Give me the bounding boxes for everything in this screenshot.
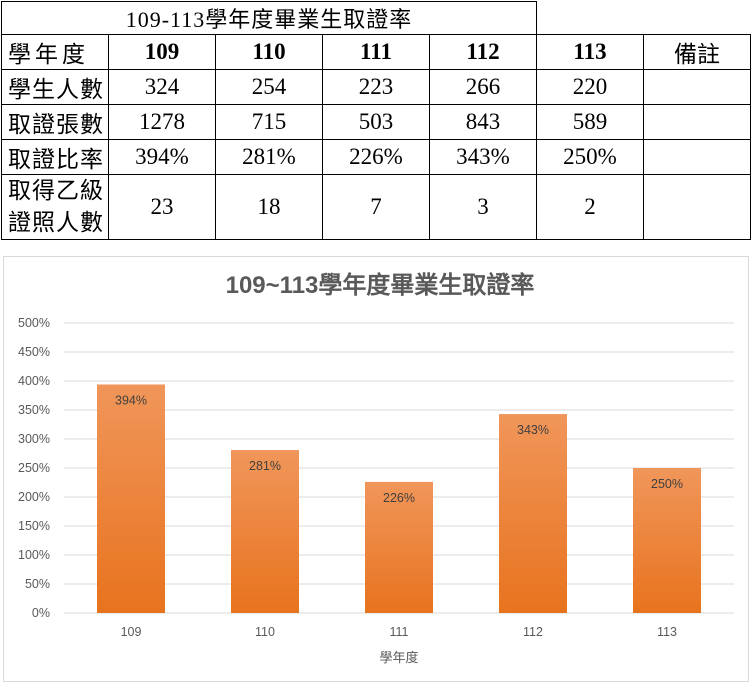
year-header: 110 xyxy=(215,34,323,70)
x-tick-label: 112 xyxy=(523,625,543,639)
y-tick-label: 250% xyxy=(18,461,50,475)
table-cell: 589 xyxy=(536,104,644,140)
table-cell: 2 xyxy=(536,174,644,240)
x-tick-label: 113 xyxy=(657,625,677,639)
table-cell: 281% xyxy=(215,139,323,175)
data-label: 226% xyxy=(383,491,415,505)
y-tick-label: 100% xyxy=(18,548,50,562)
x-tick-label: 109 xyxy=(121,625,142,639)
header-label: 學年度 xyxy=(1,34,109,70)
table-cell: 843 xyxy=(429,104,537,140)
table-cell: 324 xyxy=(108,69,216,105)
x-tick-label: 111 xyxy=(389,625,408,639)
row-label: 取證張數 xyxy=(1,104,109,140)
remark-cell xyxy=(643,104,751,140)
table-cell: 7 xyxy=(322,174,430,240)
remark-cell xyxy=(643,69,751,105)
bar xyxy=(97,384,165,613)
remark-header: 備註 xyxy=(643,34,751,70)
y-tick-label: 450% xyxy=(18,345,50,359)
empty-cell xyxy=(537,2,751,35)
table-cell: 394% xyxy=(108,139,216,175)
y-tick-label: 0% xyxy=(32,606,50,620)
table-cell: 23 xyxy=(108,174,216,240)
y-tick-label: 350% xyxy=(18,403,50,417)
table-row: 取證張數 1278 715 503 843 589 xyxy=(1,104,751,140)
remark-cell xyxy=(643,139,751,175)
x-axis-label: 學年度 xyxy=(379,650,418,665)
table-cell: 503 xyxy=(322,104,430,140)
table-cell: 1278 xyxy=(108,104,216,140)
y-tick-label: 300% xyxy=(18,432,50,446)
year-header: 113 xyxy=(536,34,644,70)
table-cell: 223 xyxy=(322,69,430,105)
table-cell: 250% xyxy=(536,139,644,175)
table-row: 取證比率 394% 281% 226% 343% 250% xyxy=(1,139,751,175)
data-label: 343% xyxy=(517,423,549,437)
table-cell: 343% xyxy=(429,139,537,175)
table-header-row: 學年度 109 110 111 112 113 備註 xyxy=(1,34,751,70)
bar-chart: 109~113學年度畢業生取證率 0% 50% 100% 150% 200% 250% 30… xyxy=(3,256,749,682)
bar xyxy=(231,450,299,613)
spreadsheet: 109-113學年度畢業生取證率 學年度 109 110 111 112 113… xyxy=(0,0,751,255)
data-table: 109-113學年度畢業生取證率 學年度 109 110 111 112 113… xyxy=(1,1,751,262)
y-tick-label: 500% xyxy=(18,316,50,330)
chart-canvas: 109~113學年度畢業生取證率 0% 50% 100% 150% 200% 250% 30… xyxy=(18,271,734,665)
table-cell: 715 xyxy=(215,104,323,140)
row-label-line: 取得乙級 xyxy=(8,178,104,203)
remark-cell xyxy=(643,174,751,240)
x-tick-label: 110 xyxy=(255,625,275,639)
table-row: 取得乙級 證照人數 23 18 7 3 2 xyxy=(1,174,751,240)
y-tick-label: 50% xyxy=(25,577,50,591)
chart-title: 109~113學年度畢業生取證率 xyxy=(226,271,535,299)
y-tick-label: 200% xyxy=(18,490,50,504)
table-cell: 18 xyxy=(215,174,323,240)
bar xyxy=(499,414,567,613)
y-tick-label: 400% xyxy=(18,374,50,388)
table-cell: 220 xyxy=(536,69,644,105)
table-cell: 226% xyxy=(322,139,430,175)
year-header: 109 xyxy=(108,34,216,70)
year-header: 111 xyxy=(322,34,430,70)
table-row: 學生人數 324 254 223 266 220 xyxy=(1,69,751,105)
bar xyxy=(633,468,701,613)
bar xyxy=(365,481,433,613)
y-tick-label: 150% xyxy=(18,519,50,533)
row-label-line: 證照人數 xyxy=(8,210,104,235)
data-label: 281% xyxy=(249,459,281,473)
data-label: 250% xyxy=(651,477,683,491)
row-label: 學生人數 xyxy=(1,69,109,105)
row-label: 取證比率 xyxy=(1,139,109,175)
data-label: 394% xyxy=(115,393,147,407)
table-title: 109-113學年度畢業生取證率 xyxy=(1,1,537,35)
year-header: 112 xyxy=(429,34,537,70)
table-cell: 254 xyxy=(215,69,323,105)
row-label: 取得乙級 證照人數 xyxy=(1,174,109,240)
table-cell: 3 xyxy=(429,174,537,240)
table-cell: 266 xyxy=(429,69,537,105)
